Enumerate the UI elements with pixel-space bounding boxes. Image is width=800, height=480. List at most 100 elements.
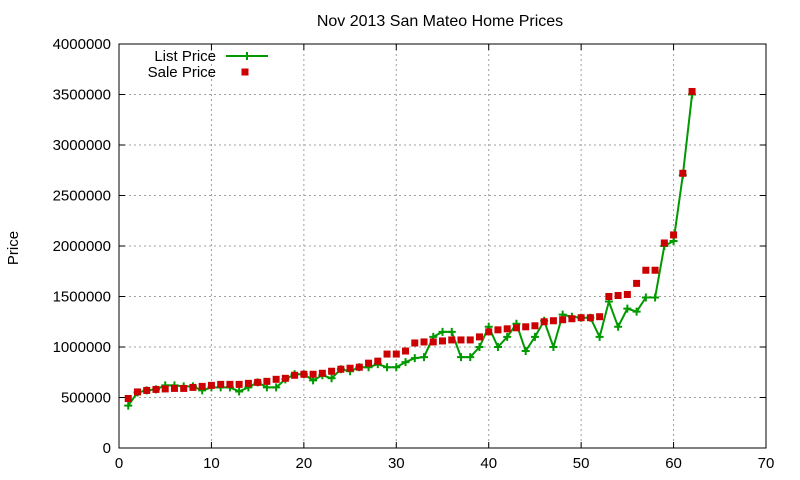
y-tick-label: 3000000 [53,137,111,154]
series-list-price [124,90,697,410]
y-tick-label: 500000 [61,390,111,407]
data-point [642,266,650,274]
data-point [180,384,188,392]
data-point [374,357,382,365]
data-point [614,291,622,299]
plot-series [124,87,697,410]
data-point [235,380,243,388]
legend-label-list-price: List Price [154,48,216,65]
data-point [485,328,493,336]
data-point [614,322,623,331]
data-point [207,381,215,389]
data-point [355,363,363,371]
x-tick-label: 50 [573,455,590,472]
data-point [429,338,437,346]
legend-plus [243,52,251,60]
data-point [254,378,262,386]
x-tick-label: 20 [296,455,313,472]
x-tick-label: 0 [115,455,123,472]
data-point [549,317,557,325]
data-point [559,316,567,324]
y-axis-label: Price [5,231,22,265]
data-point [586,314,594,322]
data-point [226,380,234,388]
data-point [466,336,474,344]
data-point [161,385,169,393]
data-point [420,338,428,346]
data-point [346,364,354,372]
data-point [133,388,141,396]
data-point [318,369,326,377]
data-point [596,313,604,321]
data-point [272,383,281,392]
data-point [152,385,160,393]
data-point [679,169,687,177]
y-tick-label: 4000000 [53,36,111,53]
data-point [143,386,151,394]
data-point [410,354,419,363]
data-point [540,318,548,326]
data-point [457,336,465,344]
y-tick-label: 1500000 [53,289,111,306]
x-tick-label: 10 [203,455,220,472]
data-point [493,343,502,351]
data-point [383,363,392,372]
data-point [401,358,410,367]
data-point [475,333,483,341]
legend: List Price Sale Price [148,48,268,81]
data-point [530,332,539,341]
chart-title: Nov 2013 San Mateo Home Prices [317,13,563,30]
legend-marker-list-price [243,52,251,60]
data-point [235,387,244,396]
data-point [466,353,475,362]
y-tick-label: 3500000 [53,87,111,104]
y-tick-label: 0 [103,440,111,457]
data-point [411,339,419,347]
data-point [605,293,613,300]
data-point [272,375,280,383]
data-point [623,304,632,313]
series-line [127,94,694,407]
legend-marker-sale-price [241,68,249,76]
y-axis: 0 500000 1000000 1500000 2000000 2500000 30000… [53,36,766,457]
x-axis: 0 10 20 30 40 50 60 70 [115,44,775,472]
data-point [198,382,206,390]
data-point [503,332,512,341]
data-point [688,87,696,95]
data-point [327,374,336,383]
x-tick-label: 40 [480,455,497,472]
data-point [309,370,317,378]
data-point [420,353,429,362]
data-point [651,293,660,302]
data-point [439,337,446,345]
data-point [124,401,133,410]
data-point [456,353,465,362]
data-point [632,307,641,316]
data-point [577,314,585,322]
data-point [402,347,410,355]
data-point [568,315,576,323]
data-point [383,350,391,358]
data-point [651,266,659,274]
data-point [392,363,401,372]
y-tick-label: 2500000 [53,188,111,205]
data-point [494,326,502,334]
data-point [531,322,539,330]
data-point [633,279,641,287]
series-sale-price [124,87,696,403]
data-point [170,384,178,392]
y-tick-label: 2000000 [53,238,111,255]
data-point [448,336,456,344]
data-point [392,350,400,358]
y-tick-label: 1000000 [53,339,111,356]
data-point [549,343,558,351]
legend-label-sale-price: Sale Price [148,64,216,81]
data-point [475,343,484,351]
x-tick-label: 70 [758,455,775,472]
data-point [124,395,132,403]
data-point [217,380,225,388]
data-point [300,370,308,378]
data-point [189,383,197,391]
data-point [641,293,650,302]
